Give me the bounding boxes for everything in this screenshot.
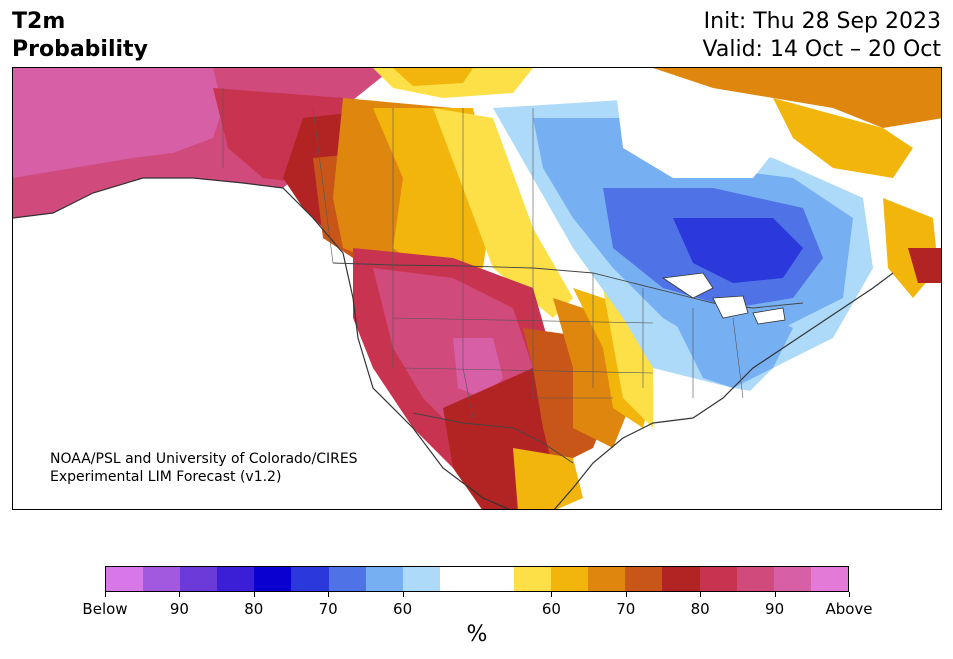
colorbar-segment: [699, 567, 737, 591]
colorbar-segment: [143, 567, 181, 591]
colorbar-segment: [106, 567, 144, 591]
colorbar-tick-mark: [402, 592, 404, 597]
probability-map-svg: [13, 68, 941, 509]
colorbar-tick-mark: [328, 592, 330, 597]
colorbar-tick-mark: [849, 592, 850, 597]
hudson-bay-water: [613, 68, 793, 178]
forecast-map: NOAA/PSL and University of Colorado/CIRE…: [12, 67, 942, 510]
region-hudson-north-above-65: [393, 68, 473, 86]
colorbar-segment: [291, 567, 329, 591]
init-date: Init: Thu 28 Sep 2023: [703, 9, 941, 34]
colorbar-tick-label: 70: [616, 600, 636, 618]
colorbar-segment: [625, 567, 663, 591]
colorbar-segment: [476, 567, 515, 591]
us-mexico-border: [412, 412, 574, 464]
great-lakes: [661, 272, 786, 325]
region-ontario-below-75: [673, 218, 803, 283]
colorbar-segment: [365, 567, 403, 591]
valid-range: Valid: 14 Oct – 20 Oct: [702, 37, 941, 62]
colorbar-segment: [810, 567, 848, 591]
colorbar-segment: [402, 567, 440, 591]
colorbar-tick-mark: [774, 592, 776, 597]
probability-colorbar: [105, 566, 849, 592]
variable-title: T2m Probability: [12, 8, 148, 64]
region-arctic-above-65: [773, 98, 913, 178]
colorbar-tick-label: 90: [169, 600, 189, 618]
region-greatlakes-below-65: [673, 308, 793, 388]
colorbar-segment: [439, 567, 477, 591]
credit-text: NOAA/PSL and University of Colorado/CIRE…: [50, 450, 358, 486]
colorbar-tick-mark: [700, 592, 702, 597]
colorbar-tick-mark: [253, 592, 255, 597]
region-arctic-above-70: [653, 68, 941, 128]
colorbar-tick-label: 80: [244, 600, 264, 618]
coastline: [13, 177, 894, 509]
colorbar-tick-label: 60: [541, 600, 561, 618]
forecast-dates: Init: Thu 28 Sep 2023 Valid: 14 Oct – 20…: [703, 8, 941, 64]
colorbar-tick-mark: [625, 592, 627, 597]
colorbar-segment: [328, 567, 366, 591]
colorbar-tick-label: Below: [82, 600, 128, 618]
colorbar-tick-label: Above: [825, 600, 873, 618]
colorbar-segment: [180, 567, 218, 591]
region-mexico-above-65: [513, 448, 583, 509]
credit-line-1: NOAA/PSL and University of Colorado/CIRE…: [50, 451, 358, 467]
region-newfoundland-above-80: [908, 248, 941, 283]
region-southwest-above-95: [453, 338, 503, 398]
colorbar-tick-label: 90: [765, 600, 785, 618]
region-southeast-neutral: [653, 368, 793, 509]
colorbar-tick-mark: [105, 592, 106, 597]
colorbar-segment: [514, 567, 552, 591]
colorbar-tick-mark: [551, 592, 553, 597]
colorbar-segment: [254, 567, 292, 591]
colorbar-segment: [217, 567, 255, 591]
colorbar-unit-label: %: [466, 622, 488, 647]
colorbar-segment: [773, 567, 811, 591]
colorbar-segment: [551, 567, 589, 591]
colorbar-segment: [736, 567, 774, 591]
colorbar-tick-label: 80: [690, 600, 710, 618]
region-alaska-above-95: [13, 68, 223, 178]
colorbar-segment: [662, 567, 700, 591]
title-line-2: Probability: [12, 37, 148, 62]
title-line-1: T2m: [12, 9, 66, 34]
colorbar-tick-mark: [179, 592, 181, 597]
province-lines: [222, 88, 534, 268]
colorbar-tick-label: 70: [318, 600, 338, 618]
state-lines: [392, 265, 744, 419]
colorbar-tick-label: 60: [393, 600, 413, 618]
credit-line-2: Experimental LIM Forecast (v1.2): [50, 469, 282, 485]
region-prairies-above-60: [433, 108, 573, 318]
colorbar-segment: [588, 567, 626, 591]
